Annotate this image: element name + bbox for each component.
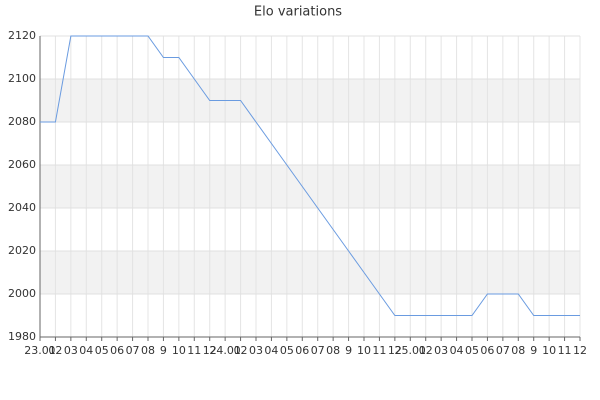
x-tick-label: 06	[295, 344, 309, 357]
x-tick-label: 12	[573, 344, 587, 357]
y-tick-label: 1980	[8, 330, 36, 343]
line	[40, 35, 580, 316]
x-tick-label: 05	[95, 344, 109, 357]
x-tick-label: 07	[126, 344, 140, 357]
x-tick-label: 12	[203, 344, 217, 357]
x-tick-label: 08	[511, 344, 525, 357]
x-tick-label: 10	[172, 344, 186, 357]
y-tick-label: 2000	[8, 287, 36, 300]
chart-title: Elo variations	[254, 5, 342, 20]
y-tick-label: 2120	[8, 29, 36, 42]
x-tick-label: 9	[530, 344, 537, 357]
x-tick-label: 08	[141, 344, 155, 357]
x-tick-label: 12	[388, 344, 402, 357]
y-tick-label: 2020	[8, 244, 36, 257]
x-tick-label: 23.01	[24, 344, 56, 357]
x-tick-label: 11	[372, 344, 386, 357]
x-tick-label: 9	[160, 344, 167, 357]
x-tick-label: 9	[345, 344, 352, 357]
x-tick-label: 25.01	[395, 344, 427, 357]
x-tick-label: 03	[64, 344, 78, 357]
y-tick-label: 2080	[8, 115, 36, 128]
x-tick-label: 07	[311, 344, 325, 357]
x-tick-label: 03	[434, 344, 448, 357]
x-tick-label: 02	[234, 344, 248, 357]
x-tick-label: 07	[496, 344, 510, 357]
x-tick-label: 04	[79, 344, 93, 357]
x-tick-label: 06	[110, 344, 124, 357]
grid-band	[40, 79, 580, 122]
grid-band	[40, 251, 580, 294]
x-tick-label: 03	[249, 344, 263, 357]
x-tick-label: 02	[48, 344, 62, 357]
grid-band	[40, 165, 580, 208]
y-tick-label: 2060	[8, 158, 36, 171]
x-tick-label: 24.01	[209, 344, 241, 357]
x-tick-label: 11	[558, 344, 572, 357]
x-tick-label: 04	[450, 344, 464, 357]
x-tick-label: 06	[480, 344, 494, 357]
x-tick-label: 04	[264, 344, 278, 357]
x-tick-label: 08	[326, 344, 340, 357]
x-tick-label: 02	[419, 344, 433, 357]
x-tick-label: 11	[187, 344, 201, 357]
x-tick-label: 10	[357, 344, 371, 357]
x-tick-label: 10	[542, 344, 556, 357]
y-tick-label: 2100	[8, 72, 36, 85]
x-tick-label: 05	[280, 344, 294, 357]
y-tick-label: 2040	[8, 201, 36, 214]
x-tick-label: 05	[465, 344, 479, 357]
